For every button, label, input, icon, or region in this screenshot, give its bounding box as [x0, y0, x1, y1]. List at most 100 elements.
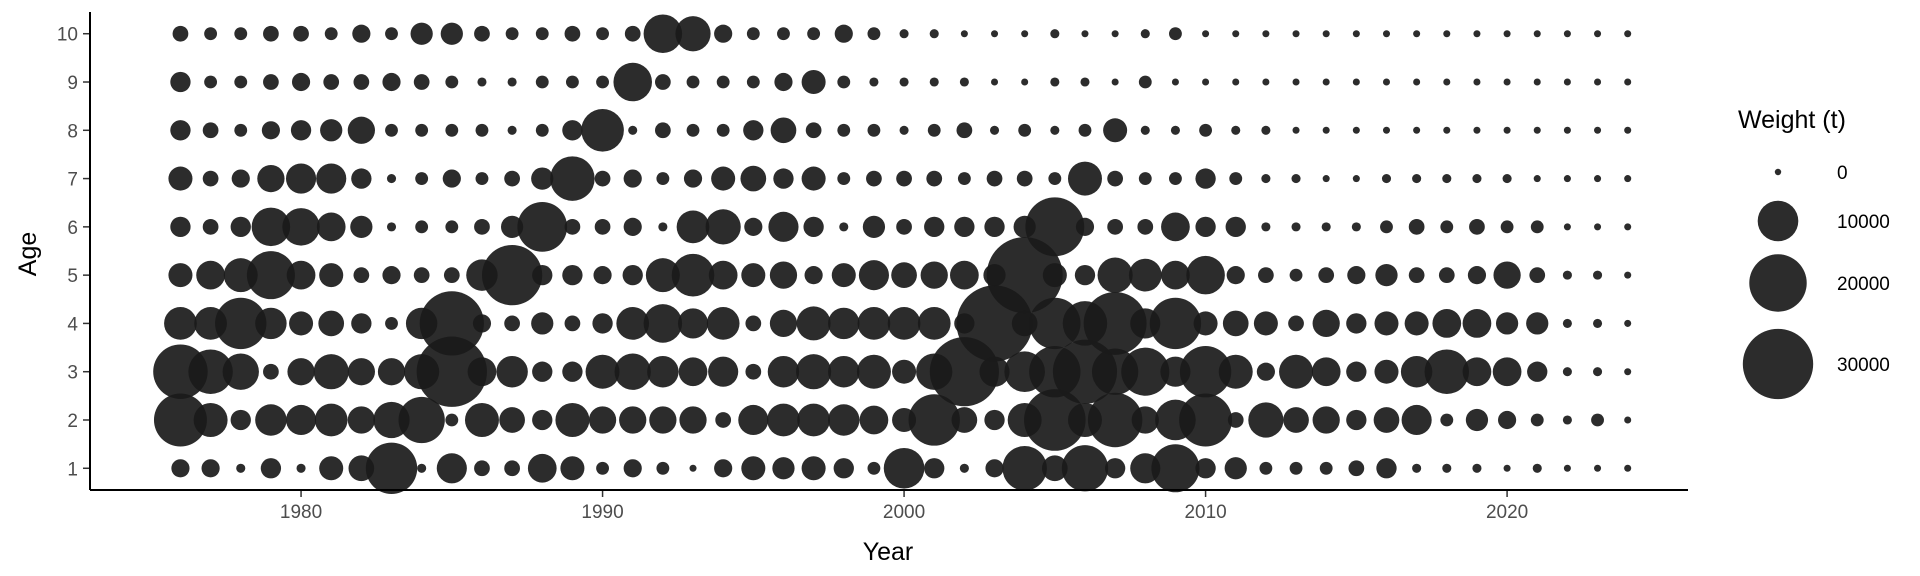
data-point: [1291, 222, 1301, 232]
data-point: [887, 307, 921, 340]
data-point: [296, 463, 306, 473]
data-point: [1018, 123, 1032, 137]
data-point: [716, 123, 730, 137]
x-axis-title: Year: [863, 538, 914, 566]
data-point: [624, 25, 641, 42]
data-point: [979, 356, 1010, 387]
data-point: [592, 313, 613, 334]
data-point: [986, 170, 1003, 187]
data-point: [263, 74, 279, 90]
data-point: [628, 125, 638, 135]
data-point: [464, 402, 499, 437]
data-point: [1346, 409, 1367, 431]
data-point: [517, 201, 568, 252]
data-point: [324, 27, 338, 41]
data-point: [1348, 460, 1365, 477]
data-point: [1352, 175, 1360, 183]
data-point: [801, 69, 826, 95]
data-point: [1438, 267, 1455, 284]
data-point: [564, 218, 581, 235]
data-point: [347, 116, 375, 144]
legend-label: 20000: [1837, 274, 1890, 295]
y-tick-label: 3: [67, 363, 78, 384]
data-point: [410, 22, 433, 45]
data-point: [1292, 30, 1300, 38]
data-point: [1624, 30, 1632, 38]
data-point: [1024, 389, 1086, 451]
y-tick-label: 6: [67, 218, 78, 239]
data-point: [1225, 216, 1246, 238]
data-point: [415, 220, 429, 234]
data-point: [413, 74, 430, 90]
data-point: [1248, 402, 1284, 438]
y-tick-label: 5: [67, 266, 78, 287]
data-point: [499, 407, 525, 433]
data-point: [153, 393, 207, 447]
data-point: [1374, 359, 1399, 384]
y-tick-label: 8: [67, 121, 78, 142]
data-point: [1107, 170, 1123, 187]
data-point: [991, 78, 999, 86]
data-point: [204, 27, 218, 41]
data-point: [656, 461, 670, 475]
data-point: [883, 447, 925, 489]
data-point: [1111, 78, 1119, 86]
data-point: [708, 260, 738, 290]
data-point: [386, 174, 397, 184]
data-point: [594, 170, 611, 187]
data-point: [1594, 30, 1602, 38]
data-point: [1262, 30, 1270, 38]
data-point: [255, 404, 287, 436]
data-point: [1111, 30, 1119, 38]
data-point: [831, 263, 856, 288]
data-point: [290, 120, 312, 141]
y-tick-label: 2: [67, 411, 78, 432]
data-point: [1533, 175, 1541, 183]
data-point: [1412, 463, 1422, 473]
data-point: [385, 123, 398, 137]
data-point: [857, 307, 891, 340]
data-point: [202, 218, 219, 235]
data-point: [1563, 464, 1571, 472]
data-point: [507, 125, 517, 135]
data-point: [715, 412, 732, 428]
data-point: [594, 218, 611, 235]
data-point: [1376, 458, 1397, 479]
data-point: [188, 349, 233, 394]
data-point: [833, 458, 854, 479]
data-point: [286, 260, 316, 290]
data-point: [1591, 413, 1604, 427]
data-point: [774, 72, 793, 92]
data-point: [804, 266, 823, 285]
data-point: [504, 315, 520, 332]
data-point: [1594, 464, 1602, 472]
x-tick-label: 2010: [1184, 502, 1226, 523]
data-point: [828, 355, 860, 388]
data-point: [475, 123, 489, 137]
data-point: [1087, 392, 1143, 448]
data-point: [386, 222, 397, 232]
data-point: [171, 459, 190, 478]
data-point: [655, 122, 671, 139]
data-point: [440, 22, 463, 45]
data-point: [828, 307, 860, 340]
data-point: [1562, 367, 1572, 377]
data-point: [924, 458, 945, 479]
data-point: [957, 172, 971, 185]
data-point: [1563, 78, 1571, 86]
data-point: [1179, 346, 1232, 398]
data-point: [474, 218, 490, 235]
data-point: [385, 27, 398, 41]
data-point: [622, 264, 643, 286]
data-point: [1138, 172, 1152, 185]
data-point: [316, 163, 347, 194]
data-point: [1473, 30, 1481, 38]
data-point: [859, 405, 889, 435]
data-point: [168, 166, 193, 191]
data-point: [984, 409, 1005, 431]
data-point: [1042, 263, 1067, 288]
data-point: [1532, 463, 1542, 473]
data-point: [496, 355, 528, 388]
data-point: [741, 456, 766, 481]
data-point: [777, 27, 790, 41]
